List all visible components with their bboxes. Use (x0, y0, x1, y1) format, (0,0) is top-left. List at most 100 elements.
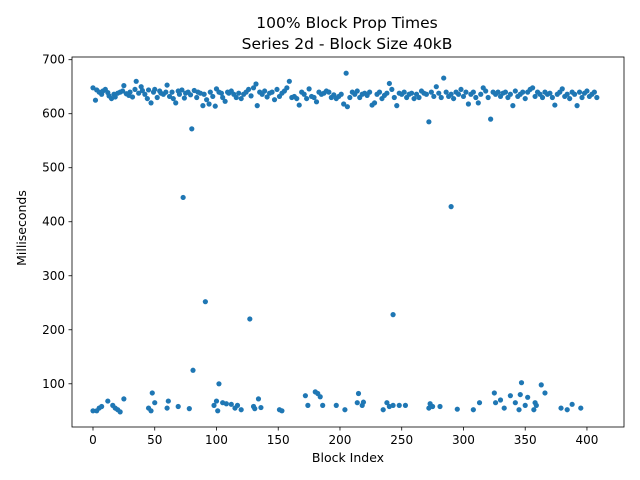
data-point (117, 409, 123, 415)
data-point (105, 398, 111, 404)
data-point (258, 404, 264, 411)
data-point (342, 407, 348, 413)
data-point (501, 405, 507, 411)
data-point (584, 88, 590, 94)
data-point (492, 400, 499, 406)
data-point (355, 390, 362, 397)
x-tick-label: 250 (390, 433, 413, 447)
x-tick-label: 300 (452, 433, 475, 447)
data-point (344, 104, 350, 110)
data-point (384, 400, 390, 406)
data-point (520, 89, 526, 95)
data-point (463, 89, 469, 95)
data-point (181, 95, 187, 101)
data-point (163, 89, 169, 95)
x-tick-label: 150 (267, 433, 290, 447)
data-point (233, 94, 239, 101)
data-point (187, 92, 194, 98)
data-point (274, 86, 280, 93)
data-point (132, 86, 138, 93)
data-point (148, 408, 154, 414)
data-point (401, 89, 407, 95)
data-point (567, 95, 573, 102)
data-point (579, 94, 585, 101)
data-point (284, 85, 290, 91)
data-point (313, 99, 320, 105)
data-point (254, 103, 260, 109)
data-point (437, 403, 443, 410)
x-tick-label: 200 (329, 433, 352, 447)
data-point (426, 119, 432, 125)
data-point (460, 93, 467, 100)
data-point (402, 402, 409, 408)
data-point (302, 393, 308, 399)
x-axis-label: Block Index (312, 450, 384, 465)
data-point (92, 97, 99, 103)
data-point (262, 88, 268, 94)
data-point (133, 78, 139, 84)
data-point (396, 402, 402, 408)
data-point (559, 86, 565, 92)
data-point (458, 86, 464, 93)
plot-background (72, 57, 624, 427)
data-point (253, 81, 259, 87)
data-point (448, 204, 454, 210)
data-point (252, 406, 258, 412)
data-point (154, 94, 160, 101)
data-point (428, 89, 434, 95)
data-point (429, 403, 436, 410)
data-point (512, 400, 518, 406)
data-point (380, 407, 386, 413)
data-point (169, 89, 175, 95)
data-point (517, 391, 523, 398)
data-point (495, 89, 501, 95)
data-point (522, 402, 528, 408)
data-point (294, 95, 300, 102)
data-point (391, 94, 397, 101)
data-point (371, 100, 378, 106)
data-point (507, 393, 513, 399)
data-point (516, 407, 522, 413)
data-point (475, 100, 481, 106)
data-point (279, 408, 285, 414)
data-point (542, 390, 548, 396)
data-point (164, 405, 170, 411)
data-point (564, 91, 570, 97)
data-point (170, 95, 176, 102)
data-point (210, 93, 216, 100)
data-point (408, 90, 415, 96)
data-point (564, 407, 570, 413)
data-point (476, 400, 483, 406)
plot-area (72, 57, 624, 427)
data-point (510, 103, 516, 109)
data-point (485, 94, 491, 101)
data-point (491, 390, 497, 396)
y-axis-label: Milliseconds (14, 190, 29, 266)
data-point (455, 91, 462, 97)
data-point (569, 401, 575, 407)
data-point (200, 103, 206, 109)
data-point (338, 91, 344, 97)
data-point (215, 408, 221, 414)
data-point (376, 89, 383, 95)
data-point (194, 94, 200, 101)
data-point (202, 299, 208, 305)
data-point (530, 85, 536, 91)
data-point (223, 401, 229, 407)
data-point (286, 78, 292, 84)
data-point (518, 380, 525, 386)
data-point (448, 91, 454, 97)
data-point (572, 91, 578, 97)
data-point (522, 95, 528, 102)
data-point (212, 103, 218, 109)
data-point (173, 100, 179, 106)
data-point (218, 90, 225, 96)
data-point (234, 402, 241, 408)
data-point (470, 89, 476, 95)
data-point (139, 87, 145, 94)
data-point (478, 91, 484, 97)
data-point (271, 97, 278, 103)
data-point (433, 84, 439, 90)
data-point (549, 94, 555, 101)
y-tick-label: 600 (42, 107, 65, 121)
